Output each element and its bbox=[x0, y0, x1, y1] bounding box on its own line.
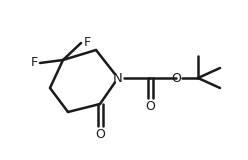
Text: F: F bbox=[31, 56, 37, 69]
Text: O: O bbox=[171, 72, 181, 84]
Text: O: O bbox=[145, 100, 155, 112]
Text: F: F bbox=[83, 36, 91, 48]
Text: O: O bbox=[95, 128, 105, 140]
Text: N: N bbox=[113, 72, 123, 84]
